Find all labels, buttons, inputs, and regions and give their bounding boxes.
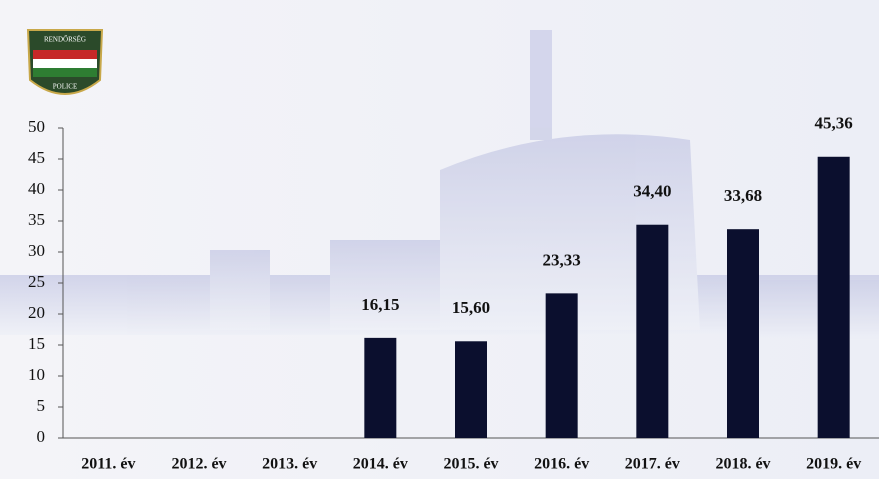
bar bbox=[727, 229, 759, 438]
value-label: 23,33 bbox=[543, 250, 581, 269]
y-tick-label: 50 bbox=[28, 117, 45, 136]
y-tick-label: 25 bbox=[28, 272, 45, 291]
x-tick-label: 2019. év bbox=[806, 456, 861, 473]
value-label: 45,36 bbox=[815, 114, 853, 133]
value-label: 34,40 bbox=[633, 182, 671, 201]
x-tick-label: 2014. év bbox=[353, 456, 408, 473]
value-label: 15,60 bbox=[452, 298, 490, 317]
bar bbox=[545, 293, 578, 438]
logo-bottom-text: POLICE bbox=[53, 83, 78, 91]
bar bbox=[364, 337, 397, 438]
y-tick-label: 30 bbox=[28, 241, 45, 260]
bar bbox=[817, 156, 850, 438]
value-label: 33,68 bbox=[724, 186, 762, 205]
x-tick-label: 2018. év bbox=[715, 456, 770, 473]
y-tick-label: 45 bbox=[28, 148, 45, 167]
logo-top-text: RENDŐRSÉG bbox=[44, 36, 86, 44]
y-tick-label: 15 bbox=[28, 334, 45, 353]
y-tick-label: 0 bbox=[37, 427, 46, 446]
x-tick-label: 2013. év bbox=[262, 456, 317, 473]
logo: RENDŐRSÉG POLICE bbox=[26, 29, 104, 95]
bar bbox=[636, 224, 669, 438]
bar bbox=[455, 341, 487, 438]
value-label: 16,15 bbox=[361, 295, 399, 314]
x-tick-label: 2012. év bbox=[171, 456, 226, 473]
y-tick-label: 20 bbox=[28, 303, 45, 322]
y-tick-label: 10 bbox=[28, 365, 45, 384]
x-tick-label: 2015. év bbox=[443, 456, 498, 473]
x-tick-label: 2017. év bbox=[625, 456, 680, 473]
y-tick-label: 40 bbox=[28, 179, 45, 198]
x-tick-label: 2016. év bbox=[534, 456, 589, 473]
y-tick-label: 5 bbox=[37, 396, 46, 415]
y-tick-label: 35 bbox=[28, 210, 45, 229]
x-tick-label: 2011. év bbox=[81, 456, 135, 473]
